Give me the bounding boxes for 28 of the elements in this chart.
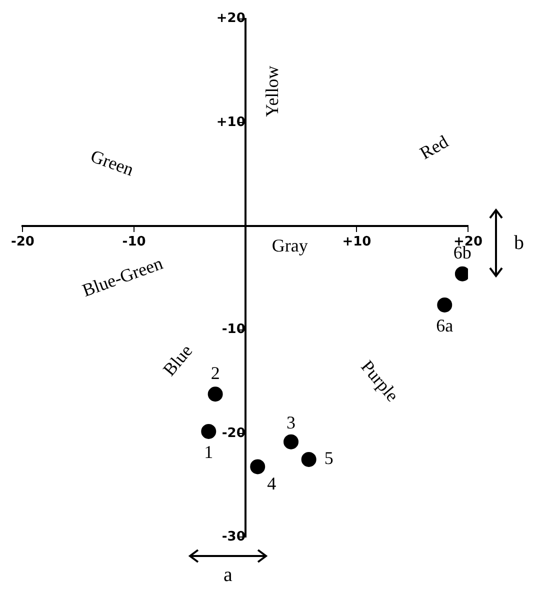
- series-label: 2: [210, 362, 220, 383]
- x-axis-title: a: [224, 564, 232, 587]
- x-tick-label: -10: [122, 234, 146, 250]
- point: [437, 297, 452, 312]
- point: [284, 434, 299, 450]
- point: [454, 266, 468, 282]
- y-tick-label: -30: [222, 530, 246, 545]
- point: [301, 452, 316, 467]
- series-label: 4: [267, 473, 276, 494]
- annotation: Green: [88, 146, 136, 180]
- y-tick-label: -10: [222, 322, 246, 338]
- point: [250, 459, 266, 474]
- point: [208, 386, 223, 402]
- y-tick-label: +10: [216, 114, 246, 130]
- annotation: Yellow: [262, 66, 282, 117]
- y-tick-label: +20: [216, 11, 246, 26]
- x-tick-label: +10: [342, 234, 372, 250]
- series-label: 3: [286, 412, 296, 433]
- annotation: Blue: [159, 340, 196, 380]
- series-label: 5: [324, 448, 334, 468]
- annotation: Red: [416, 131, 452, 164]
- y-tick-label: -20: [222, 426, 246, 441]
- point: [201, 424, 216, 439]
- x-tick-label: -20: [10, 234, 34, 250]
- y-axis-title: b: [514, 232, 524, 254]
- series-label: 1: [204, 442, 214, 462]
- annotation: Gray: [272, 236, 308, 256]
- series-label: 6a: [436, 316, 454, 336]
